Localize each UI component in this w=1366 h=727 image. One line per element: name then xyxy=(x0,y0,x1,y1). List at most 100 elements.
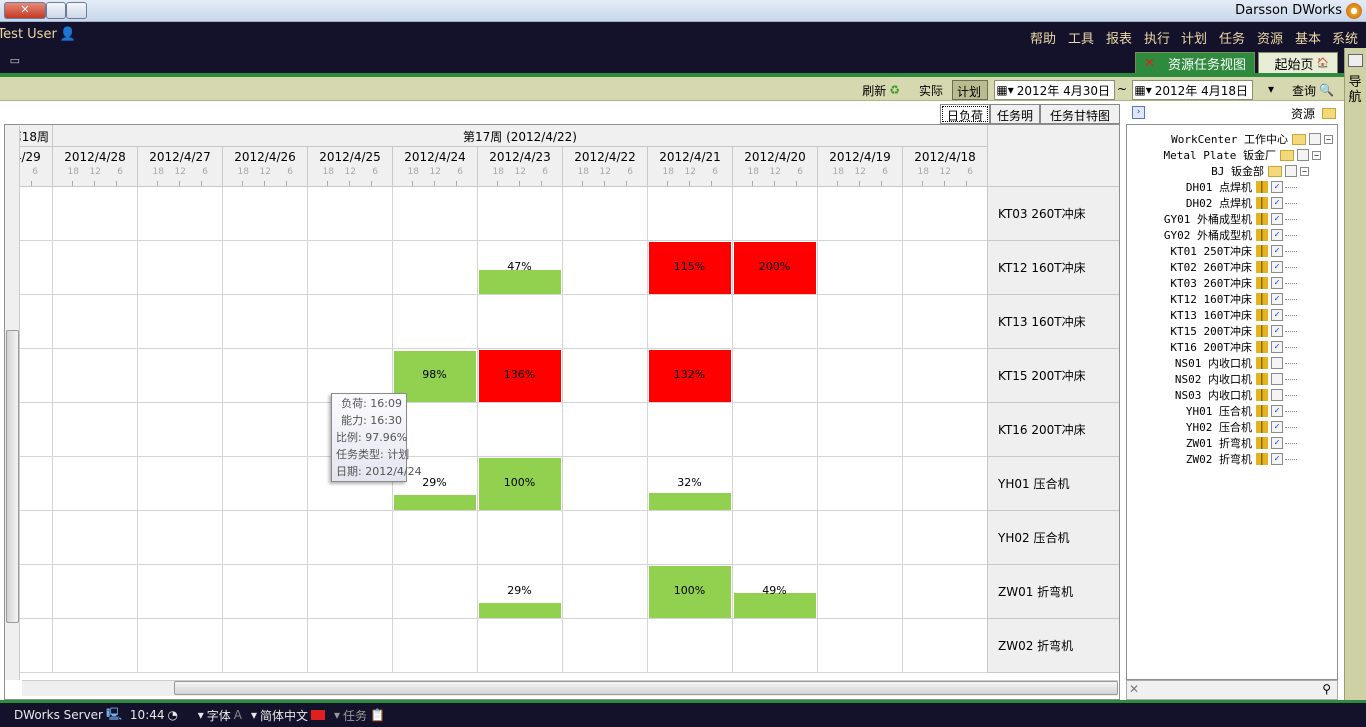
refresh-button[interactable]: ♻ 刷新 xyxy=(858,80,904,100)
checkbox[interactable] xyxy=(1271,373,1283,385)
machine-icon xyxy=(1256,373,1268,385)
checkbox[interactable]: ✓ xyxy=(1271,309,1283,321)
clear-icon[interactable]: ✕ xyxy=(1128,682,1139,696)
date-from-picker[interactable]: 2012年 4月18日 ▦▾ xyxy=(1132,80,1253,100)
menu-plan[interactable]: 计划 xyxy=(1180,32,1207,47)
tree-node[interactable]: ✓ KT01 250T冲床 xyxy=(1170,243,1297,259)
checkbox[interactable] xyxy=(1271,357,1283,369)
menu-basic[interactable]: 基本 xyxy=(1294,32,1321,47)
checkbox[interactable]: ✓ xyxy=(1271,421,1283,433)
tree-node[interactable]: ✓ YH01 压合机 xyxy=(1186,403,1297,419)
status-font[interactable]: A 字体 ▾ xyxy=(198,706,242,724)
collapse-panel-button[interactable]: › xyxy=(1132,106,1145,119)
tab-task-detail[interactable]: 任务明细 xyxy=(990,104,1040,140)
checkbox[interactable]: ✓ xyxy=(1271,213,1283,225)
load-bar[interactable] xyxy=(649,493,731,510)
tree-node[interactable]: ✓ KT03 260T冲床 xyxy=(1170,275,1297,291)
checkbox[interactable]: ✓ xyxy=(1271,277,1283,289)
load-bar[interactable] xyxy=(394,351,476,402)
load-bar[interactable] xyxy=(394,495,476,510)
tree-node[interactable]: − WorkCenter 工作中心 xyxy=(1171,131,1333,147)
load-bar[interactable] xyxy=(649,242,731,294)
tree-node[interactable]: ✓ KT15 200T冲床 xyxy=(1170,323,1297,339)
load-bar[interactable] xyxy=(734,242,816,294)
horizontal-scroll-thumb[interactable] xyxy=(174,681,1118,695)
machine-icon xyxy=(1256,229,1268,241)
checkbox[interactable] xyxy=(1309,133,1321,145)
menu-system[interactable]: 系统 xyxy=(1331,32,1358,47)
tree-node[interactable]: ✓ GY01 外桶成型机 xyxy=(1164,211,1297,227)
checkbox[interactable]: ✓ xyxy=(1271,245,1283,257)
checkbox[interactable]: ✓ xyxy=(1271,181,1283,193)
checkbox[interactable]: ✓ xyxy=(1271,197,1283,209)
checkbox[interactable]: ✓ xyxy=(1271,261,1283,273)
tree-node[interactable]: ✓ ZW02 折弯机 xyxy=(1186,451,1297,467)
checkbox[interactable]: ✓ xyxy=(1271,341,1283,353)
menu-report[interactable]: 报表 xyxy=(1105,32,1132,47)
menu-tools[interactable]: 工具 xyxy=(1067,32,1094,47)
tab-task-gantt[interactable]: 任务甘特图 xyxy=(1040,104,1120,124)
calendar-icon[interactable]: ▦▾ xyxy=(996,83,1014,97)
date-to-picker[interactable]: 2012年 4月30日 ▦▾ xyxy=(994,80,1115,100)
expand-toggle-icon[interactable]: − xyxy=(1324,134,1333,144)
calendar-icon[interactable]: ▦▾ xyxy=(1134,83,1152,97)
status-language[interactable]: 简体中文 ▾ xyxy=(251,706,325,724)
actual-toggle[interactable]: 实际 xyxy=(918,84,943,98)
tree-node[interactable]: − Metal Plate 钣金厂 xyxy=(1164,147,1321,163)
load-bar[interactable] xyxy=(479,270,561,294)
checkbox[interactable] xyxy=(1271,389,1283,401)
tree-node[interactable]: ✓ ZW01 折弯机 xyxy=(1186,435,1297,451)
user-menu[interactable]: 👤 Test User xyxy=(0,27,76,42)
close-button[interactable]: ✕ xyxy=(4,2,46,19)
checkbox[interactable]: ✓ xyxy=(1271,453,1283,465)
expand-toggle-icon[interactable]: − xyxy=(1312,150,1321,160)
tree-node[interactable]: ✓ KT16 200T冲床 xyxy=(1170,339,1297,355)
plan-toggle[interactable]: 计划 xyxy=(952,80,988,100)
menu-help[interactable]: 帮助 xyxy=(1029,32,1056,47)
find-icon[interactable]: ⚲ xyxy=(1322,682,1331,696)
tree-node[interactable]: NS01 内收口机 xyxy=(1175,355,1297,371)
tree-node[interactable]: − BJ 钣金部 xyxy=(1211,163,1309,179)
tree-node[interactable]: NS02 内收口机 xyxy=(1175,371,1297,387)
tree-node[interactable]: ✓ KT12 160T冲床 xyxy=(1170,291,1297,307)
tree-node[interactable]: NS03 内收口机 xyxy=(1175,387,1297,403)
load-bar[interactable] xyxy=(479,350,561,402)
date-header: 2012/4/18 xyxy=(902,147,987,187)
checkbox[interactable]: ✓ xyxy=(1271,293,1283,305)
tab-daily-load[interactable]: 日负荷 xyxy=(940,104,990,124)
tree-node[interactable]: ✓ DH01 点焊机 xyxy=(1186,179,1297,195)
checkbox[interactable]: ✓ xyxy=(1271,437,1283,449)
tab-resource-task-view[interactable]: 资源任务视图 ✕ xyxy=(1135,52,1255,74)
tree-node-label: WorkCenter 工作中心 xyxy=(1171,133,1288,146)
load-bar[interactable] xyxy=(479,458,561,510)
query-dropdown[interactable]: ▾ xyxy=(1267,82,1274,96)
load-bar[interactable] xyxy=(479,603,561,618)
menu-task[interactable]: 任务 xyxy=(1218,32,1245,47)
vertical-scroll-thumb[interactable] xyxy=(6,330,19,623)
tree-node[interactable]: ✓ YH02 压合机 xyxy=(1186,419,1297,435)
hour-tick-mark xyxy=(541,181,542,186)
window-list-icon[interactable]: ▭ xyxy=(9,54,20,67)
checkbox[interactable]: ✓ xyxy=(1271,229,1283,241)
load-bar[interactable] xyxy=(734,593,816,618)
minimize-button[interactable] xyxy=(66,2,87,19)
tab-start-page[interactable]: 🏠 起始页 xyxy=(1258,52,1338,74)
load-bar[interactable] xyxy=(649,350,731,402)
load-bar[interactable] xyxy=(649,566,731,618)
close-tab-icon[interactable]: ✕ xyxy=(1144,56,1155,71)
menu-resource[interactable]: 资源 xyxy=(1256,32,1283,47)
tree-node[interactable]: ✓ GY02 外桶成型机 xyxy=(1164,227,1297,243)
tree-node[interactable]: ✓ DH02 点焊机 xyxy=(1186,195,1297,211)
status-tasks[interactable]: 📋 任务 ▾ xyxy=(334,706,385,724)
tree-node[interactable]: ✓ KT02 260T冲床 xyxy=(1170,259,1297,275)
menu-execute[interactable]: 执行 xyxy=(1143,32,1170,47)
navigation-strip[interactable]: 导航 xyxy=(1344,48,1366,700)
expand-toggle-icon[interactable]: − xyxy=(1300,166,1309,176)
tree-node[interactable]: ✓ KT13 160T冲床 xyxy=(1170,307,1297,323)
maximize-button[interactable] xyxy=(46,2,66,19)
checkbox[interactable]: ✓ xyxy=(1271,325,1283,337)
checkbox[interactable]: ✓ xyxy=(1271,405,1283,417)
checkbox[interactable] xyxy=(1285,165,1297,177)
query-button[interactable]: 🔍 查询 xyxy=(1288,80,1338,100)
checkbox[interactable] xyxy=(1297,149,1309,161)
